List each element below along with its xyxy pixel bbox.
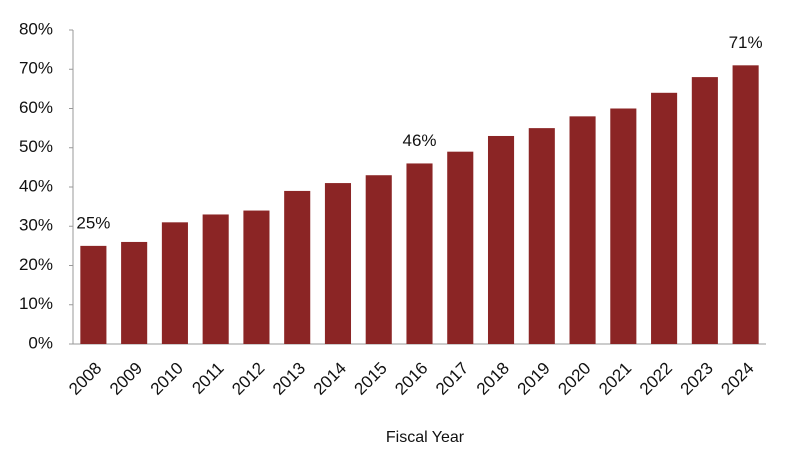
- bar: [487, 135, 515, 344]
- y-tick-label: 50%: [19, 137, 53, 156]
- x-tick-label: 2015: [351, 359, 391, 399]
- y-tick-label: 70%: [19, 59, 53, 78]
- data-label: 46%: [402, 131, 436, 150]
- x-tick-label: 2024: [717, 359, 757, 399]
- y-tick-label: 0%: [28, 333, 53, 352]
- bar: [447, 151, 474, 344]
- x-tick-label: 2009: [106, 359, 146, 399]
- x-tick-label: 2014: [310, 359, 350, 399]
- data-label: 25%: [76, 213, 110, 232]
- bar: [121, 241, 148, 344]
- bar: [284, 190, 311, 344]
- bar: [202, 214, 229, 344]
- bar: [610, 108, 637, 344]
- bar: [80, 245, 107, 344]
- x-tick-label: 2012: [228, 359, 268, 399]
- x-tick-label: 2019: [514, 359, 554, 399]
- x-tick-label: 2011: [188, 359, 227, 398]
- x-tick-label: 2020: [554, 359, 594, 399]
- bar: [406, 163, 433, 344]
- y-tick-label: 60%: [19, 98, 53, 117]
- bar: [324, 183, 352, 344]
- bar: [651, 92, 678, 344]
- x-tick-label: 2018: [473, 359, 513, 399]
- y-tick-label: 80%: [19, 19, 53, 38]
- x-tick-label: 2023: [677, 359, 717, 399]
- y-tick-label: 10%: [19, 294, 53, 313]
- bar: [569, 116, 596, 344]
- x-tick-label: 2021: [595, 359, 635, 399]
- data-label: 71%: [729, 33, 763, 52]
- x-tick-label: 2017: [432, 359, 472, 399]
- bar: [732, 65, 759, 344]
- y-tick-label: 40%: [19, 176, 53, 195]
- x-axis-title: Fiscal Year: [386, 429, 465, 446]
- bar: [691, 77, 718, 344]
- bar: [161, 222, 188, 344]
- x-tick-label: 2013: [269, 359, 309, 399]
- x-tick-label: 2016: [391, 359, 431, 399]
- y-tick-label: 20%: [19, 255, 53, 274]
- x-tick-label: 2010: [147, 359, 187, 399]
- bar: [528, 128, 555, 344]
- y-tick-label: 30%: [19, 216, 53, 235]
- bar: [365, 175, 392, 344]
- x-tick-label: 2022: [636, 359, 676, 399]
- x-tick-label: 2008: [65, 359, 105, 399]
- bar: [243, 210, 270, 344]
